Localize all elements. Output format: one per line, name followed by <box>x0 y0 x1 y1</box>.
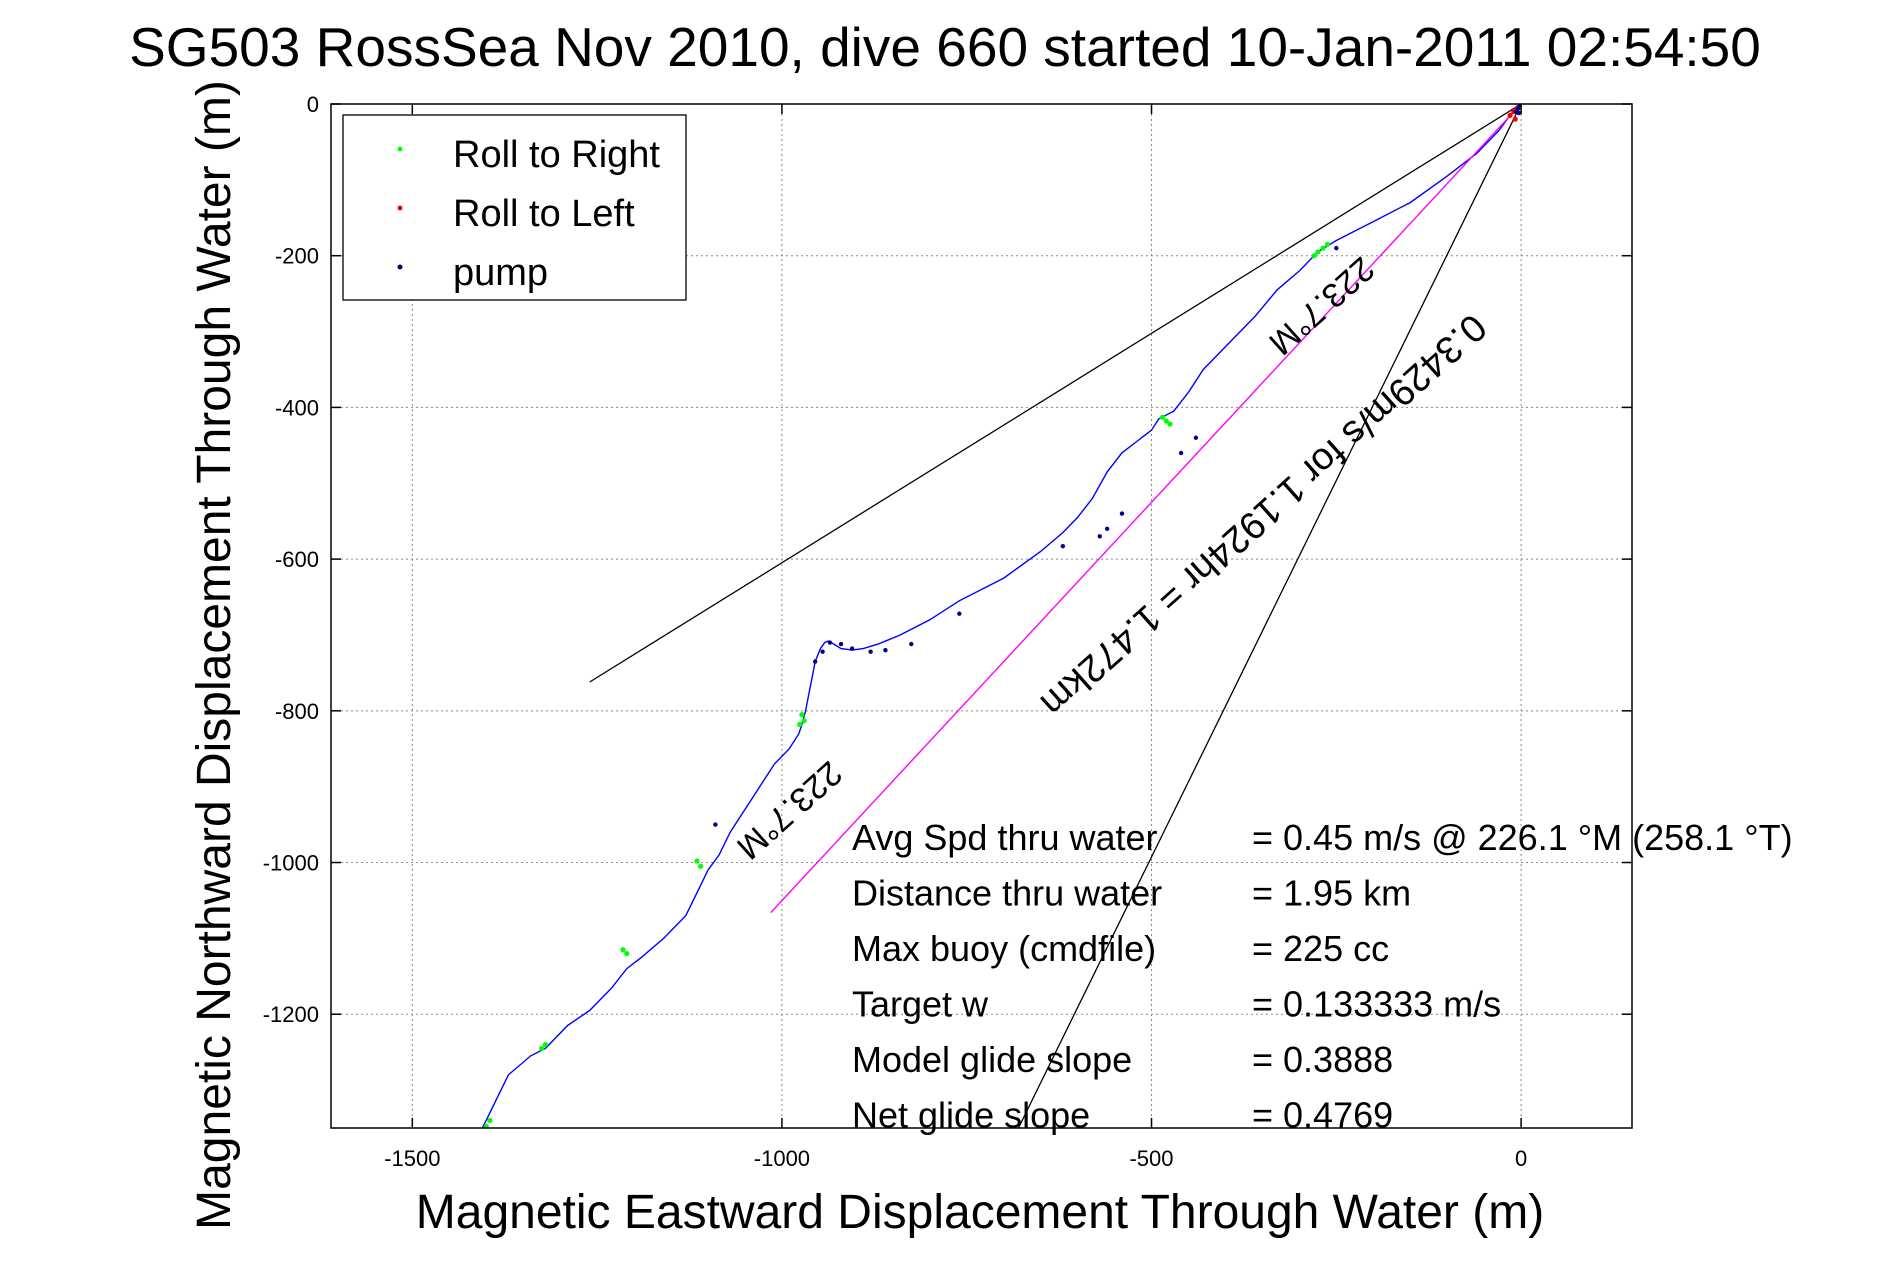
summary-label: Target w <box>852 984 989 1025</box>
pump-marker <box>827 640 833 645</box>
roll-right-marker <box>1320 245 1326 251</box>
pump-marker <box>812 659 818 664</box>
reference-lines <box>589 104 1522 1128</box>
x-ticks: -1500 -1000 -500 0 <box>384 104 1527 1171</box>
pump-marker <box>868 649 873 654</box>
y-tick-label: -200 <box>275 244 319 269</box>
summary-value: = 0.45 m/s @ 226.1 °M (258.1 °T) <box>1252 817 1793 858</box>
y-tick-label: 0 <box>307 92 319 117</box>
summary-label: Max buoy (cmdfile) <box>852 928 1156 969</box>
roll-right-marker <box>1167 421 1173 427</box>
legend: Roll to Right Roll to Left pump <box>342 114 687 301</box>
pump-marker <box>838 641 844 647</box>
pump-marker <box>1334 245 1339 251</box>
roll-left-marker <box>1507 112 1513 118</box>
roll-right-marker <box>797 721 803 728</box>
pump-marker <box>883 647 888 653</box>
chart-title: SG503 RossSea Nov 2010, dive 660 started… <box>129 16 1761 78</box>
track-line <box>481 104 1522 1128</box>
legend-label: pump <box>453 252 548 294</box>
roll-right-marker <box>698 863 704 869</box>
roll-right-marker <box>483 1123 489 1128</box>
roll-right-marker <box>542 1041 548 1048</box>
roll-right-marker <box>801 718 807 724</box>
summary-value: = 0.3888 <box>1252 1039 1393 1080</box>
summary-block: Avg Spd thru water = 0.45 m/s @ 226.1 °M … <box>852 817 1793 1136</box>
series-group <box>481 104 1522 1128</box>
roll-right-marker <box>1163 418 1169 424</box>
net-displacement-line <box>770 104 1522 914</box>
roll-right-marker <box>624 950 630 957</box>
summary-label: Model glide slope <box>852 1039 1132 1080</box>
pump-marker <box>849 646 855 651</box>
pump-marker <box>1178 450 1184 456</box>
legend-label: Roll to Left <box>453 193 635 235</box>
roll-left-marker <box>1512 116 1518 122</box>
pump-marker <box>957 611 962 616</box>
x-tick-label: 0 <box>1515 1146 1527 1171</box>
pump-marker <box>909 641 914 647</box>
marker-group <box>483 104 1522 1128</box>
summary-value: = 0.133333 m/s <box>1252 984 1501 1025</box>
roll-right-marker <box>1160 414 1166 420</box>
summary-label: Avg Spd thru water <box>852 817 1158 858</box>
y-tick-label: -1000 <box>263 851 319 876</box>
pump-marker <box>820 649 825 654</box>
roll-right-marker <box>487 1117 493 1124</box>
pump-marker <box>1515 106 1521 111</box>
roll-right-marker <box>1315 249 1321 255</box>
roll-right-marker <box>539 1045 545 1051</box>
x-axis-label: Magnetic Eastward Displacement Through W… <box>416 1186 1544 1239</box>
pump-marker <box>713 822 718 827</box>
x-tick-label: -1000 <box>754 1146 810 1171</box>
legend-marker <box>397 205 403 211</box>
legend-marker <box>397 264 403 270</box>
roll-right-marker <box>620 947 626 953</box>
reference-line <box>1017 104 1522 1128</box>
roll-right-marker <box>694 858 700 864</box>
x-tick-label: -500 <box>1129 1146 1173 1171</box>
x-tick-label: -1500 <box>384 1146 440 1171</box>
y-axis-label: Magnetic Northward Displacement Through … <box>188 80 241 1230</box>
summary-label: Distance thru water <box>852 873 1162 914</box>
reference-line <box>589 104 1522 683</box>
y-tick-label: -1200 <box>263 1002 319 1027</box>
roll-right-marker <box>1324 241 1331 247</box>
legend-marker <box>397 146 403 152</box>
roll-right-marker <box>799 712 805 718</box>
legend-label: Roll to Right <box>453 134 660 176</box>
pump-marker <box>1104 526 1110 531</box>
y-tick-label: -800 <box>275 699 319 724</box>
summary-value: = 225 cc <box>1252 928 1389 969</box>
pump-marker <box>1516 110 1522 116</box>
roll-right-marker <box>1311 253 1317 259</box>
y-tick-label: -600 <box>275 547 319 572</box>
summary-value: = 1.95 km <box>1252 873 1411 914</box>
summary-value: = 0.4769 <box>1252 1095 1393 1136</box>
pump-marker <box>1060 544 1066 549</box>
summary-label: Net glide slope <box>852 1095 1090 1136</box>
pump-marker <box>1119 511 1125 516</box>
pump-marker <box>1097 534 1102 539</box>
y-tick-label: -400 <box>275 395 319 420</box>
pump-marker <box>1193 435 1199 440</box>
y-ticks: 0 -200 -400 -600 -800 -1000 -1200 <box>263 92 1632 1027</box>
plot-frame <box>330 103 1633 1129</box>
